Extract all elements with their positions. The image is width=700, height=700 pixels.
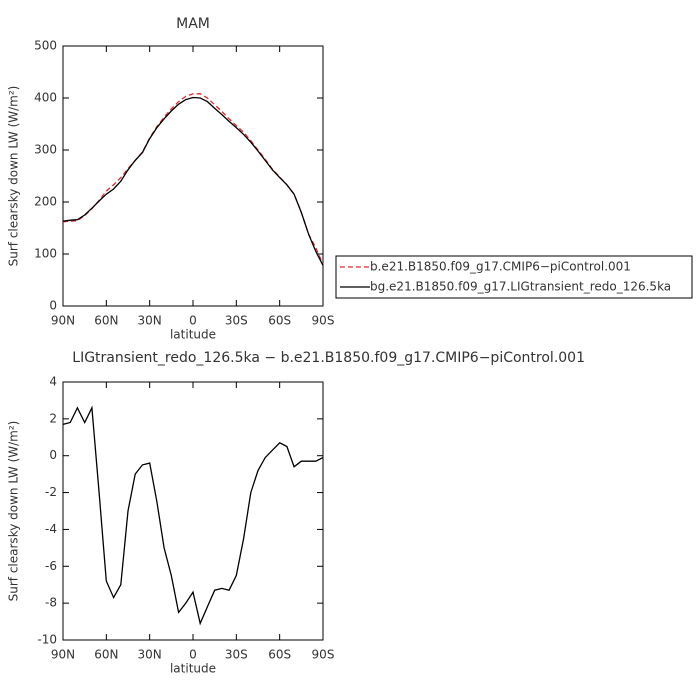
x-tick-label: 60S	[268, 314, 291, 328]
x-axis-label: latitude	[170, 328, 216, 342]
chart-title: MAM	[176, 16, 210, 32]
panel: MAM 0 100 200 300 400 500 90N 60N 30N 0 30S 60S 90S la…	[7, 16, 693, 342]
x-tick-label: 60S	[268, 648, 291, 662]
y-tick-label: 100	[34, 247, 57, 261]
panel: LIGtransient_redo_126.5ka − b.e21.B1850.…	[7, 350, 586, 676]
data-line	[62, 405, 324, 626]
y-tick-label: 4	[49, 375, 57, 389]
y-tick-label: -6	[45, 559, 57, 573]
legend-label: b.e21.B1850.f09_g17.CMIP6−piControl.001	[370, 260, 631, 274]
plot-frame	[62, 381, 324, 641]
data-line	[62, 96, 324, 266]
x-tick-label: 60N	[94, 648, 118, 662]
legend-box	[335, 255, 693, 299]
y-tick-label: 500	[34, 39, 57, 53]
y-tick-label: 2	[49, 411, 57, 425]
y-tick-label: 0	[49, 299, 57, 313]
x-tick-label: 0	[189, 648, 197, 662]
x-tick-label: 30S	[225, 314, 248, 328]
y-tick-label: -10	[37, 633, 57, 647]
data-line	[62, 93, 324, 265]
y-tick-label: 400	[34, 91, 57, 105]
y-tick-label: -2	[45, 485, 57, 499]
y-tick-label: -4	[45, 522, 57, 536]
y-axis-label: Surf clearsky down LW (W/m²)	[7, 86, 21, 267]
x-tick-label: 90S	[312, 314, 335, 328]
plot-frame	[62, 45, 324, 307]
x-tick-label: 60N	[94, 314, 118, 328]
chart-title: LIGtransient_redo_126.5ka − b.e21.B1850.…	[72, 350, 585, 366]
x-tick-label: 90N	[51, 648, 75, 662]
legend-label: bg.e21.B1850.f09_g17.LIGtransient_redo_1…	[370, 280, 671, 294]
y-axis-label: Surf clearsky down LW (W/m²)	[7, 421, 21, 602]
y-tick-label: -8	[45, 596, 57, 610]
y-tick-label: 0	[49, 448, 57, 462]
x-tick-label: 0	[189, 314, 197, 328]
x-tick-label: 30N	[138, 648, 162, 662]
x-tick-label: 30N	[138, 314, 162, 328]
x-tick-label: 90S	[312, 648, 335, 662]
x-tick-label: 30S	[225, 648, 248, 662]
y-tick-label: 300	[34, 143, 57, 157]
x-tick-label: 90N	[51, 314, 75, 328]
y-tick-label: 200	[34, 195, 57, 209]
x-axis-label: latitude	[170, 662, 216, 676]
